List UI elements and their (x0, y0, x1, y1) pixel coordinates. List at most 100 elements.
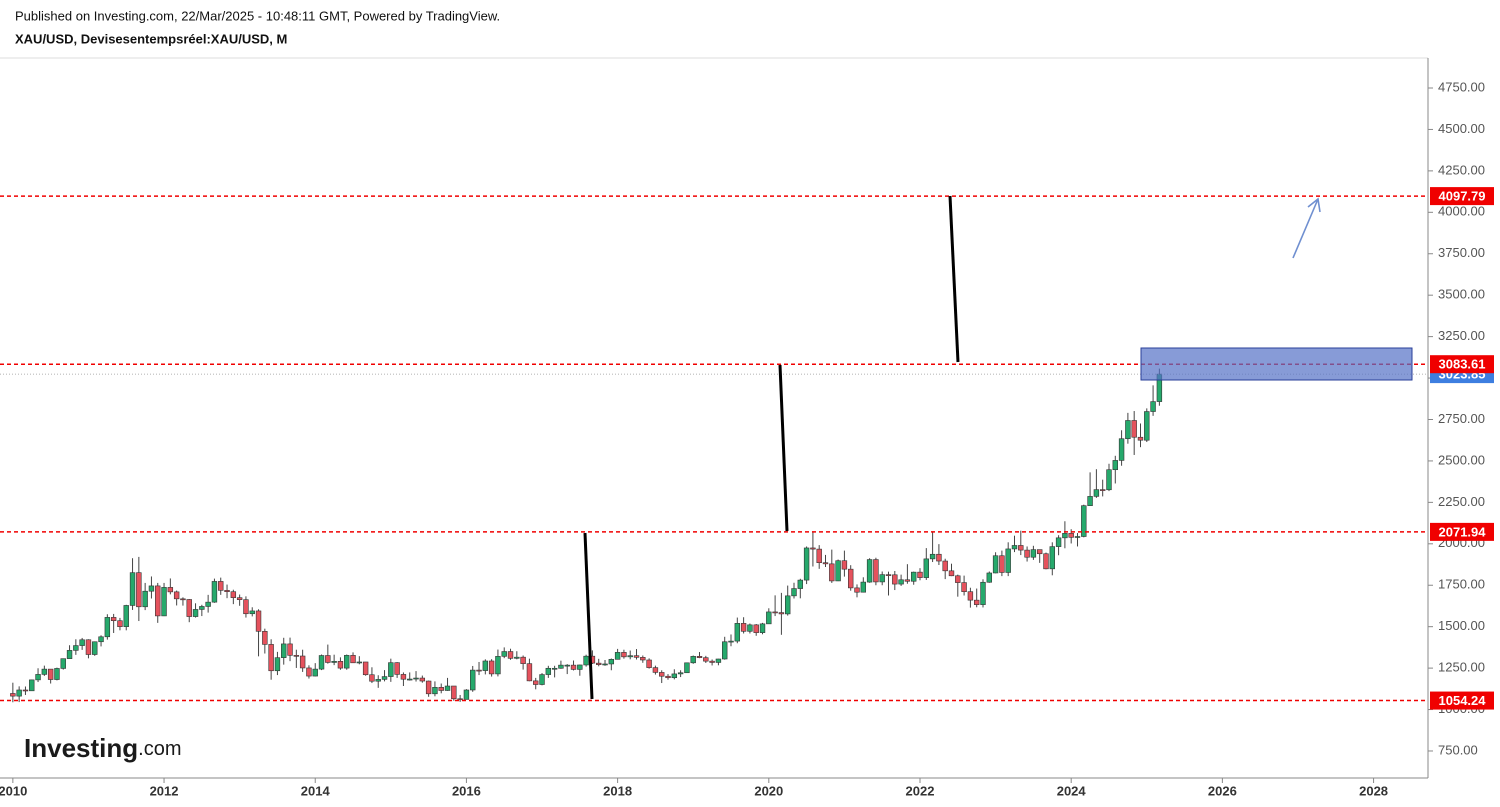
candle-body (1030, 549, 1037, 558)
candle-body (766, 611, 772, 625)
candle-body (85, 639, 92, 655)
candle-body (973, 599, 980, 605)
y-tick-label: 1250.00 (1438, 660, 1485, 675)
candle-body (577, 664, 583, 670)
candle-body (22, 689, 29, 692)
level-label: 4097.79 (1439, 189, 1486, 204)
candle-body (211, 581, 218, 603)
axis-labels: 750.001000.001250.001500.001750.002000.0… (0, 79, 1494, 798)
candle-body (659, 672, 665, 677)
candle-body (967, 591, 974, 601)
candle-body (199, 606, 205, 610)
candle-body (407, 678, 413, 681)
y-tick-label: 750.00 (1438, 742, 1478, 757)
candle-body (16, 689, 22, 697)
candle-body (539, 674, 545, 685)
candle-body (1144, 411, 1150, 441)
candle-body (236, 597, 243, 600)
price-zone (1140, 347, 1413, 381)
candle-body (148, 585, 155, 592)
candle-body (488, 660, 495, 675)
candle-body (381, 676, 388, 680)
candle-body (262, 631, 268, 645)
candle-body (173, 591, 180, 600)
candle-body (255, 610, 262, 632)
y-tick-label: 3500.00 (1438, 287, 1485, 302)
candle-body (614, 652, 621, 660)
candle-body (73, 645, 79, 651)
candle-body (180, 598, 186, 601)
candle-body (41, 668, 48, 675)
candle-body (621, 652, 627, 658)
candle-body (558, 664, 564, 669)
candle-body (192, 609, 199, 617)
candle-body (671, 673, 678, 679)
y-tick-label: 2250.00 (1438, 494, 1485, 509)
x-tick-label: 2014 (301, 783, 331, 798)
candle-body (1112, 460, 1118, 471)
candle-body (356, 661, 363, 664)
candle-body (797, 579, 804, 589)
candle-body (350, 655, 356, 664)
candle-body (306, 667, 312, 677)
candle-body (1011, 545, 1018, 550)
candle-body (810, 547, 816, 550)
y-tick-label: 2750.00 (1438, 411, 1485, 426)
candle-body (778, 612, 785, 615)
candle-body (400, 674, 407, 680)
candle-body (287, 643, 293, 656)
candle-body (413, 677, 419, 680)
candle-body (829, 563, 835, 582)
candle-body (759, 623, 766, 633)
candle-body (665, 675, 671, 679)
candle-body (860, 581, 867, 593)
candle-body (79, 639, 85, 646)
candle-body (892, 574, 898, 585)
candle-body (243, 599, 249, 615)
y-tick-label: 2500.00 (1438, 452, 1485, 467)
candle-body (369, 674, 375, 682)
candle-body (66, 650, 73, 659)
candle-body (533, 680, 539, 685)
candle-body (299, 655, 306, 669)
candle-body (1125, 420, 1131, 440)
x-tick-label: 2028 (1359, 783, 1388, 798)
level-box (1430, 355, 1494, 374)
candle-body (230, 591, 237, 598)
candle-body (986, 572, 992, 583)
candle-body (1131, 420, 1137, 438)
logo: Investing.com (24, 733, 181, 763)
candle-body (690, 656, 696, 664)
arrow (1292, 197, 1321, 259)
candle-body (583, 655, 589, 666)
level-box (1430, 187, 1494, 206)
candle-body (1099, 489, 1106, 491)
logo-suffix: .com (138, 738, 181, 760)
candle-body (268, 644, 274, 672)
candle-body (728, 640, 734, 643)
candle-body (1093, 489, 1100, 497)
candle-body (803, 547, 810, 581)
candle-body (432, 687, 438, 695)
candle-body (205, 601, 211, 607)
candle-body (375, 679, 381, 682)
candle-body (841, 560, 848, 570)
candle-body (142, 590, 148, 608)
candle-body (854, 587, 860, 593)
candle-body (218, 581, 224, 591)
candle-body (936, 553, 942, 562)
candle-body (476, 669, 482, 672)
candle-body (1062, 533, 1068, 539)
candle-body (1049, 546, 1055, 570)
candle-body (1024, 549, 1030, 558)
candle-body (545, 667, 552, 675)
candle-body (425, 680, 432, 695)
candle-body (526, 663, 533, 682)
trend-line (948, 195, 960, 363)
candle-body (331, 661, 337, 663)
candle-body (1018, 545, 1024, 551)
candle-body (1081, 505, 1087, 537)
candle-body (438, 687, 444, 691)
candle-body (873, 559, 879, 583)
